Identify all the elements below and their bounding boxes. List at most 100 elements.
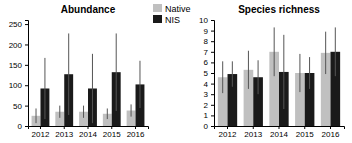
tick-label: 2014 bbox=[270, 130, 288, 139]
tick: 2013 bbox=[55, 126, 73, 139]
tick: 2 bbox=[204, 101, 214, 110]
panel: 0 50 100 150 200 250 2012 2013 2014 2015 2016 Abund… bbox=[9, 4, 149, 139]
tick: 250 bbox=[9, 20, 28, 29]
tick-label: 150 bbox=[9, 61, 23, 70]
plot-area bbox=[218, 27, 340, 126]
tick-mark bbox=[330, 126, 331, 129]
legend: NativeNIS bbox=[153, 4, 191, 25]
tick: 2016 bbox=[322, 126, 340, 139]
tick-mark bbox=[25, 44, 28, 45]
legend-item: Native bbox=[153, 4, 191, 14]
axis-line bbox=[29, 127, 149, 130]
tick: 10 bbox=[199, 16, 214, 25]
chart-root: 05010015020025020122013201420152016Abund… bbox=[0, 0, 352, 143]
y-axis: 012345678910 bbox=[199, 16, 214, 131]
plot-area bbox=[32, 33, 145, 126]
tick-label: 9 bbox=[204, 27, 209, 36]
error-bar bbox=[68, 33, 69, 115]
title: Abundance bbox=[61, 4, 116, 15]
tick-mark bbox=[25, 24, 28, 25]
tick: 0 bbox=[18, 122, 28, 131]
tick: 150 bbox=[9, 61, 28, 70]
axis-line bbox=[25, 21, 29, 127]
chart-svg: 05010015020025020122013201420152016Abund… bbox=[0, 0, 352, 143]
tick: 2015 bbox=[103, 126, 121, 139]
tick: 0 bbox=[204, 122, 214, 131]
error-bar bbox=[139, 61, 140, 108]
error-bar bbox=[44, 58, 45, 119]
tick-mark bbox=[111, 126, 112, 129]
tick: 2016 bbox=[127, 126, 145, 139]
tick-mark bbox=[253, 126, 254, 129]
tick-label: 2015 bbox=[103, 130, 121, 139]
tick-mark bbox=[211, 62, 214, 63]
error-bar bbox=[232, 61, 233, 86]
tick: 5 bbox=[204, 69, 214, 78]
tick-mark bbox=[211, 126, 214, 127]
error-bar bbox=[325, 32, 326, 74]
error-bar bbox=[222, 61, 223, 93]
tick-label: 2016 bbox=[322, 130, 340, 139]
tick: 2015 bbox=[296, 126, 314, 139]
tick: 7 bbox=[204, 48, 214, 57]
tick-label: 0 bbox=[18, 122, 23, 131]
tick-mark bbox=[88, 126, 89, 129]
tick-mark bbox=[304, 126, 305, 129]
tick: 2012 bbox=[32, 126, 50, 139]
tick-mark bbox=[211, 20, 214, 21]
x-axis: 2012 2013 2014 2015 2016 bbox=[29, 126, 149, 139]
series bbox=[228, 27, 341, 126]
tick-mark bbox=[279, 126, 280, 129]
tick-mark bbox=[211, 52, 214, 53]
tick-label: 5 bbox=[204, 69, 209, 78]
x-axis: 2012 2013 2014 2015 2016 bbox=[215, 126, 345, 139]
error-bar bbox=[283, 35, 284, 109]
tick-mark bbox=[211, 73, 214, 74]
tick-label: 50 bbox=[13, 102, 22, 111]
tick-mark bbox=[135, 126, 136, 129]
tick-label: 2013 bbox=[244, 130, 262, 139]
legend-label: NIS bbox=[165, 15, 180, 25]
tick-label: 4 bbox=[204, 80, 209, 89]
tick: 4 bbox=[204, 80, 214, 89]
tick-mark bbox=[211, 94, 214, 95]
tick-mark bbox=[25, 85, 28, 86]
title: Species richness bbox=[238, 4, 320, 15]
tick: 9 bbox=[204, 27, 214, 36]
legend-item: NIS bbox=[153, 15, 180, 25]
tick: 2014 bbox=[270, 126, 288, 139]
tick-label: 6 bbox=[204, 58, 209, 67]
error-bar bbox=[107, 108, 108, 119]
error-bar bbox=[335, 27, 336, 76]
tick-mark bbox=[64, 126, 65, 129]
tick-label: 7 bbox=[204, 48, 209, 57]
tick-label: 2012 bbox=[219, 130, 237, 139]
tick-mark bbox=[211, 41, 214, 42]
error-bar bbox=[36, 108, 37, 123]
tick-label: 2015 bbox=[296, 130, 314, 139]
tick-mark bbox=[25, 65, 28, 66]
tick-label: 2012 bbox=[32, 130, 50, 139]
tick: 200 bbox=[9, 41, 28, 50]
tick-label: 2013 bbox=[55, 130, 73, 139]
tick-label: 2 bbox=[204, 101, 209, 110]
tick: 8 bbox=[204, 37, 214, 46]
tick: 50 bbox=[13, 102, 28, 111]
tick-mark bbox=[211, 84, 214, 85]
tick-label: 0 bbox=[204, 122, 209, 131]
tick-label: 8 bbox=[204, 37, 209, 46]
error-bar bbox=[92, 54, 93, 123]
error-bar bbox=[83, 106, 84, 118]
tick-label: 10 bbox=[199, 16, 208, 25]
tick-mark bbox=[211, 105, 214, 106]
tick-label: 200 bbox=[9, 41, 23, 50]
tick: 2014 bbox=[79, 126, 97, 139]
tick-mark bbox=[211, 115, 214, 116]
error-bar bbox=[131, 104, 132, 116]
tick-label: 250 bbox=[9, 20, 23, 29]
error-bar bbox=[248, 51, 249, 89]
tick: 2013 bbox=[244, 126, 262, 139]
series bbox=[218, 27, 331, 126]
tick-label: 100 bbox=[9, 81, 23, 90]
tick-mark bbox=[211, 31, 214, 32]
